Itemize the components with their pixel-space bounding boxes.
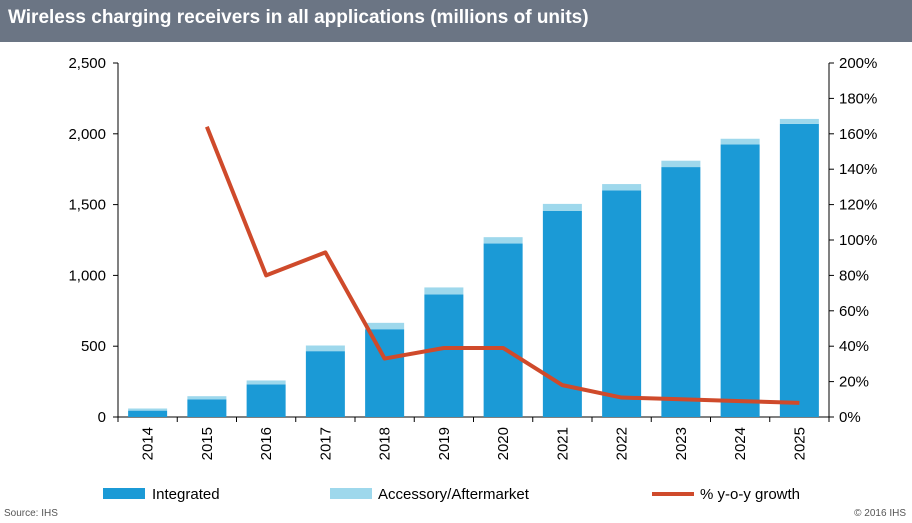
x-axis-tick-label: 2025 bbox=[791, 427, 808, 460]
x-axis-tick-label: 2019 bbox=[436, 427, 453, 460]
bar-accessory bbox=[305, 345, 345, 352]
right-axis-tick-label: 0% bbox=[839, 409, 861, 426]
x-axis-tick-label: 2023 bbox=[673, 427, 690, 460]
bar-accessory bbox=[424, 287, 464, 295]
legend-label-integrated: Integrated bbox=[152, 486, 220, 503]
left-axis-tick-label: 0 bbox=[98, 409, 106, 426]
bar-accessory bbox=[661, 160, 701, 168]
bar-integrated bbox=[128, 410, 168, 417]
legend-swatch-accessory bbox=[330, 488, 372, 499]
legend-label-growth: % y-o-y growth bbox=[700, 486, 800, 503]
bar-accessory bbox=[720, 138, 760, 145]
legend-label-accessory: Accessory/Aftermarket bbox=[378, 486, 530, 503]
bar-accessory bbox=[602, 184, 642, 191]
x-axis-tick-label: 2018 bbox=[377, 427, 394, 460]
chart-header: Wireless charging receivers in all appli… bbox=[0, 0, 912, 42]
right-axis-tick-label: 60% bbox=[839, 303, 869, 320]
left-axis-tick-label: 2,000 bbox=[68, 126, 106, 143]
bar-accessory bbox=[187, 396, 227, 400]
right-axis-tick-label: 80% bbox=[839, 267, 869, 284]
bar-integrated bbox=[305, 351, 345, 417]
bar-integrated bbox=[365, 329, 405, 417]
x-axis-tick-label: 2015 bbox=[199, 427, 216, 460]
right-axis-tick-label: 20% bbox=[839, 374, 869, 391]
bar-accessory bbox=[128, 408, 168, 411]
left-axis-tick-label: 500 bbox=[81, 338, 106, 355]
left-axis-tick-label: 1,500 bbox=[68, 197, 106, 214]
bar-accessory bbox=[483, 237, 523, 244]
bar-accessory bbox=[365, 322, 405, 330]
x-axis-tick-label: 2024 bbox=[732, 427, 749, 460]
bar-accessory bbox=[246, 380, 286, 385]
x-axis-tick-label: 2014 bbox=[140, 427, 157, 460]
right-axis-tick-label: 120% bbox=[839, 197, 877, 214]
x-axis-tick-label: 2021 bbox=[554, 427, 571, 460]
right-axis-tick-label: 160% bbox=[839, 126, 877, 143]
chart-title: Wireless charging receivers in all appli… bbox=[8, 7, 589, 28]
left-axis-tick-label: 1,000 bbox=[68, 267, 106, 284]
bar-integrated bbox=[542, 210, 582, 417]
bar-accessory bbox=[542, 203, 582, 211]
bar-integrated bbox=[602, 190, 642, 417]
source-note: Source: IHS bbox=[4, 508, 58, 519]
bar-accessory bbox=[779, 118, 819, 124]
x-axis-tick-label: 2017 bbox=[317, 427, 334, 460]
bar-integrated bbox=[187, 399, 227, 417]
right-axis-tick-label: 40% bbox=[839, 338, 869, 355]
copyright-note: © 2016 IHS bbox=[854, 508, 906, 519]
x-axis-tick-label: 2020 bbox=[495, 427, 512, 460]
left-axis-tick-label: 2,500 bbox=[68, 55, 106, 72]
bar-integrated bbox=[424, 294, 464, 417]
bar-integrated bbox=[483, 243, 523, 417]
legend-swatch-integrated bbox=[103, 488, 145, 499]
right-axis-tick-label: 140% bbox=[839, 161, 877, 178]
x-axis-tick-label: 2016 bbox=[258, 427, 275, 460]
right-axis-tick-label: 100% bbox=[839, 232, 877, 249]
bar-integrated bbox=[779, 123, 819, 417]
bar-integrated bbox=[661, 167, 701, 417]
bar-integrated bbox=[246, 384, 286, 417]
right-axis-tick-label: 180% bbox=[839, 90, 877, 107]
x-axis-tick-label: 2022 bbox=[614, 427, 631, 460]
bar-integrated bbox=[720, 144, 760, 418]
right-axis-tick-label: 200% bbox=[839, 55, 877, 72]
